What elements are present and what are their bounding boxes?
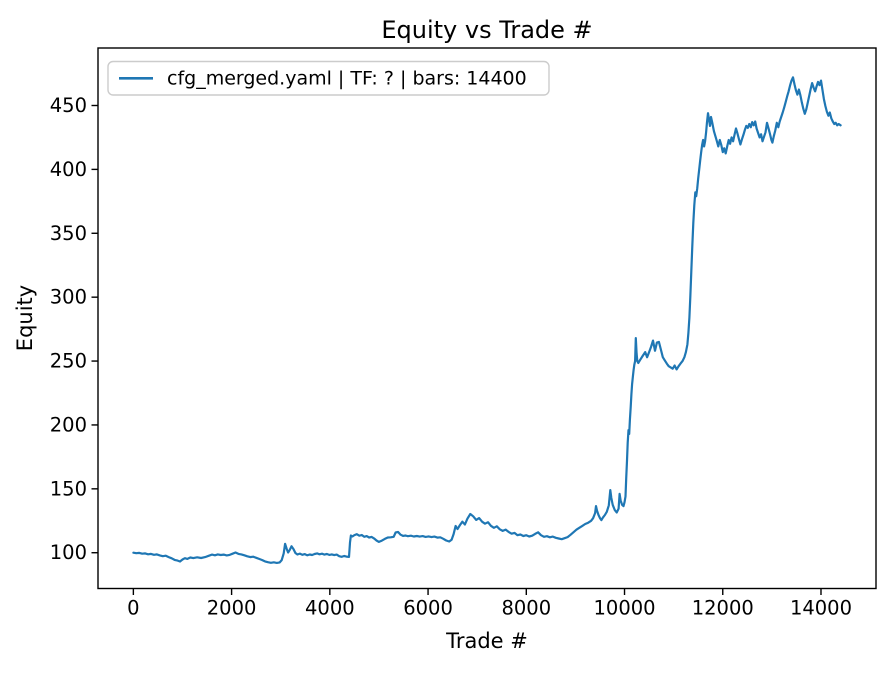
- axes: 0 2000 4000 6000 8000 10000 12000 14000 100 150 20…: [50, 47, 877, 620]
- legend-box: [107, 60, 550, 96]
- y-tick-label: 350: [50, 222, 87, 245]
- y-axis-label: Equity: [13, 285, 37, 351]
- y-tick-label: 450: [50, 94, 87, 117]
- y-tick-label: 150: [50, 477, 87, 500]
- y-tick-label: 300: [50, 286, 87, 309]
- x-tick-label: 6000: [403, 597, 453, 620]
- x-axis-label: Trade #: [445, 629, 528, 653]
- y-tick-label: 400: [50, 158, 87, 181]
- x-tick-label: 10000: [594, 597, 656, 620]
- x-tick-label: 0: [127, 597, 139, 620]
- legend: cfg_merged.yaml | TF: ? | bars: 14400: [107, 60, 550, 96]
- y-tick-label: 250: [50, 350, 87, 373]
- x-tick-label: 2000: [207, 597, 257, 620]
- x-tick-label: 4000: [305, 597, 355, 620]
- x-tick-label: 14000: [790, 597, 852, 620]
- x-tick-label: 8000: [501, 597, 551, 620]
- legend-label: cfg_merged.yaml | TF: ? | bars: 14400: [167, 68, 527, 90]
- y-tick-label: 200: [50, 413, 87, 436]
- x-tick-label: 12000: [692, 597, 754, 620]
- plot-spines: [97, 47, 877, 590]
- chart-title: Equity vs Trade #: [381, 16, 592, 44]
- series-line: [132, 76, 842, 565]
- y-tick-label: 100: [50, 541, 87, 564]
- equity-curve: [132, 76, 842, 565]
